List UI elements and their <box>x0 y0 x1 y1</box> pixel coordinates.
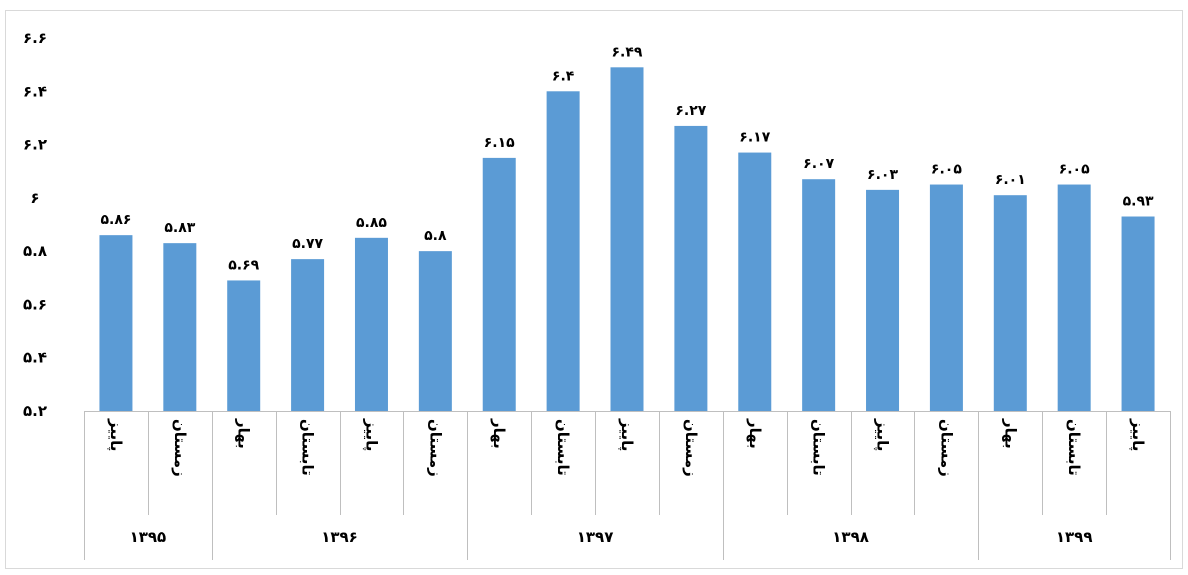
category-label: زمستان <box>426 419 444 477</box>
y-tick-label: ۵.۴ <box>23 349 47 367</box>
category-label: زمستان <box>937 419 955 477</box>
bar <box>163 243 197 411</box>
category-label: زمستان <box>682 419 700 477</box>
category-label: بهار <box>490 418 508 449</box>
data-label: ۶.۰۳ <box>867 167 898 183</box>
bar <box>929 184 963 411</box>
data-label: ۵.۷۷ <box>292 236 323 252</box>
y-tick-label: ۶ <box>30 189 39 207</box>
chart-border <box>5 10 1183 569</box>
y-tick-label: ۵.۶ <box>23 295 47 313</box>
category-label: زمستان <box>171 419 189 477</box>
bar <box>227 280 261 411</box>
data-label: ۶.۴۹ <box>612 44 643 60</box>
data-label: ۶.۱۵ <box>484 135 515 151</box>
category-label: بهار <box>1001 418 1019 449</box>
category-label: تابستان <box>554 419 572 476</box>
category-label: پاییز <box>1128 418 1147 451</box>
data-label: ۵.۹۳ <box>1123 194 1154 210</box>
bar <box>354 237 388 411</box>
data-label: ۵.۸۶ <box>100 212 131 228</box>
bar <box>610 67 644 412</box>
bar <box>1121 216 1155 411</box>
group-label: ۱۳۹۸ <box>832 528 869 546</box>
category-label: تابستان <box>1065 419 1083 476</box>
category-label: بهار <box>746 418 764 449</box>
data-label: ۶.۱۷ <box>739 130 770 146</box>
category-label: پاییز <box>106 418 125 451</box>
bar <box>418 251 452 411</box>
data-label: ۶.۰۱ <box>995 172 1026 188</box>
bar <box>802 179 836 411</box>
data-label: ۶.۲۷ <box>675 103 706 119</box>
group-label: ۱۳۹۷ <box>577 528 614 546</box>
y-tick-label: ۵.۸ <box>23 242 47 260</box>
y-tick-label: ۵.۲ <box>23 402 47 420</box>
y-tick-label: ۶.۲ <box>23 136 47 154</box>
bar <box>866 189 900 411</box>
bar <box>674 125 708 412</box>
category-label: پاییز <box>361 418 380 451</box>
group-label: ۱۳۹۹ <box>1056 528 1093 546</box>
bar <box>99 235 133 411</box>
data-label: ۵.۶۹ <box>228 257 259 273</box>
data-label: ۵.۸ <box>424 228 447 244</box>
y-tick-label: ۶.۴ <box>23 82 47 100</box>
category-label: بهار <box>235 418 253 449</box>
category-label: تابستان <box>810 419 828 476</box>
data-label: ۵.۸۵ <box>356 215 387 231</box>
category-label: پاییز <box>617 418 636 451</box>
bar <box>482 157 516 411</box>
data-label: ۶.۰۵ <box>1059 162 1090 178</box>
bar <box>738 152 772 412</box>
category-label: تابستان <box>299 419 317 476</box>
group-label: ۱۳۹۶ <box>321 528 358 546</box>
bar <box>291 259 325 411</box>
bar <box>993 195 1027 411</box>
bar <box>546 91 580 412</box>
group-label: ۱۳۹۵ <box>130 528 167 546</box>
y-tick-label: ۶.۶ <box>23 29 47 47</box>
category-label: پاییز <box>873 418 892 451</box>
data-label: ۵.۸۳ <box>164 220 195 236</box>
data-label: ۶.۴ <box>552 68 575 84</box>
bar <box>1057 184 1091 411</box>
data-label: ۶.۰۷ <box>803 156 834 172</box>
data-label: ۶.۰۵ <box>931 162 962 178</box>
